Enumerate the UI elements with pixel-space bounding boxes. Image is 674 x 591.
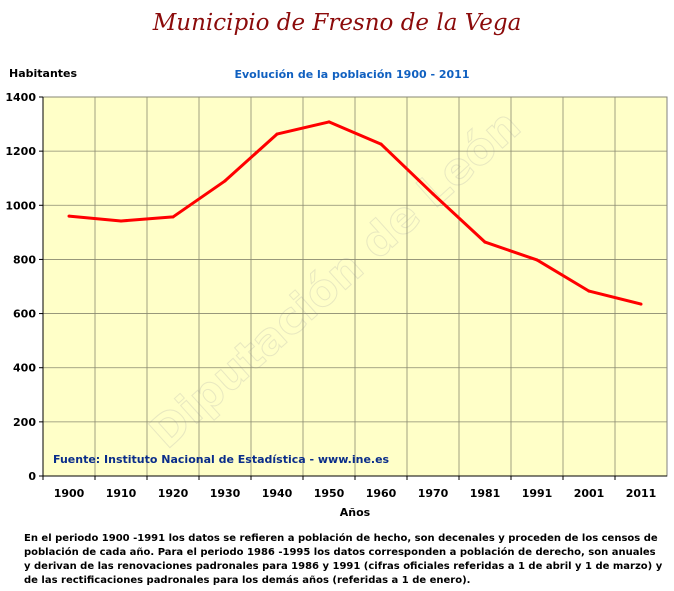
y-tick-label: 1400 — [5, 91, 36, 104]
data-point — [275, 132, 279, 136]
data-point — [171, 215, 175, 219]
x-tick-label: 1991 — [522, 487, 553, 500]
y-tick-label: 800 — [13, 253, 36, 266]
y-tick-label: 1200 — [5, 145, 36, 158]
x-tick-label: 1970 — [418, 487, 449, 500]
y-tick-label: 0 — [28, 470, 36, 483]
x-tick-label: 2011 — [626, 487, 657, 500]
data-point — [639, 302, 643, 306]
footnote: En el periodo 1900 -1991 los datos se re… — [24, 533, 663, 586]
data-point — [483, 240, 487, 244]
series-line — [68, 120, 642, 306]
data-point — [119, 219, 123, 223]
x-tick-label: 1950 — [314, 487, 345, 500]
source-note: Fuente: Instituto Nacional de Estadístic… — [53, 453, 390, 466]
chart-title: Evolución de la población 1900 - 2011 — [234, 68, 470, 81]
data-point — [431, 192, 435, 196]
data-point — [379, 142, 383, 146]
x-axis-label: Años — [340, 506, 371, 519]
data-point — [223, 179, 227, 183]
x-tick-label: 1940 — [262, 487, 293, 500]
y-tick-label: 600 — [13, 308, 36, 321]
x-tick-label: 1920 — [158, 487, 189, 500]
x-tick-label: 1900 — [54, 487, 85, 500]
y-tick-label: 400 — [13, 362, 36, 375]
data-point — [327, 120, 331, 124]
x-tick-label: 1960 — [366, 487, 397, 500]
y-tick-label: 200 — [13, 416, 36, 429]
page-title: Municipio de Fresno de la Vega — [152, 10, 522, 36]
y-axis-label: Habitantes — [9, 67, 78, 80]
y-tick-label: 1000 — [5, 199, 36, 212]
x-tick-label: 2001 — [574, 487, 605, 500]
data-point — [67, 214, 71, 218]
data-point — [587, 289, 591, 293]
x-tick-label: 1910 — [106, 487, 137, 500]
x-tick-label: 1930 — [210, 487, 241, 500]
data-point — [535, 258, 539, 262]
x-tick-label: 1981 — [470, 487, 501, 500]
